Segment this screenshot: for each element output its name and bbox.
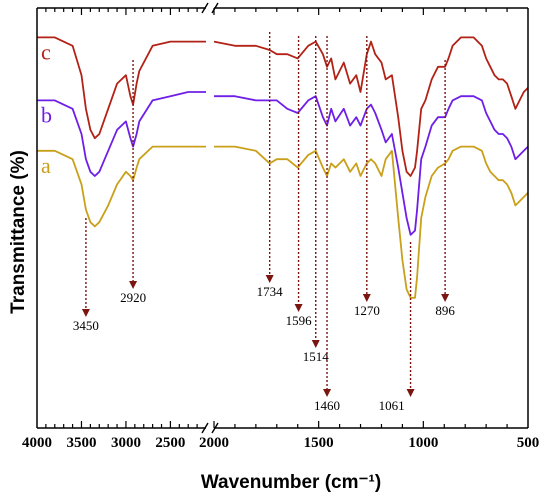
annotation-1270-label: 1270: [354, 303, 380, 318]
x-axis-ticks: 4000 3500 3000 2500 2000 1500 1000 500: [22, 8, 539, 451]
plot-frame: [36, 2, 529, 434]
y-axis-title: Transmittance (%): [8, 150, 29, 314]
annotation-3450-label: 3450: [73, 318, 99, 333]
annotation-1460-label: 1460: [314, 398, 340, 413]
series-c-line: [37, 36, 206, 140]
x-tick-label: 3000: [111, 435, 141, 451]
annotation-1596-label: 1596: [286, 313, 313, 328]
annotation-1734-label: 1734: [257, 284, 284, 299]
x-tick-label: 3500: [66, 435, 96, 451]
series-c-label: c: [41, 39, 51, 64]
series-b-line: [37, 91, 206, 177]
x-tick-label: 2500: [155, 435, 185, 451]
axis-break-mark: [211, 422, 219, 434]
axis-break-mark: [211, 2, 219, 14]
series-a-line: [214, 145, 529, 299]
axis-break-mark: [201, 2, 209, 14]
annotation-2920-label: 2920: [120, 290, 146, 305]
series-c-line: [213, 36, 529, 177]
annotation-896-label: 896: [435, 303, 455, 318]
x-tick-label: 2000: [199, 435, 229, 451]
series-a-line: [37, 145, 206, 228]
axis-break-mark: [201, 422, 209, 434]
series-a-label: a: [41, 153, 51, 178]
x-tick-label: 500: [517, 435, 540, 451]
series-b-label: b: [41, 102, 52, 127]
x-axis-title: Wavenumber (cm⁻¹): [201, 472, 381, 493]
annotation-1061-label: 1061: [379, 398, 405, 413]
series-b-line: [214, 95, 529, 236]
annotation-1514-label: 1514: [303, 349, 330, 364]
x-tick-label: 1000: [408, 435, 438, 451]
x-tick-label: 4000: [22, 435, 52, 451]
x-tick-label: 1500: [304, 435, 334, 451]
series-layer: c b a: [37, 36, 529, 299]
